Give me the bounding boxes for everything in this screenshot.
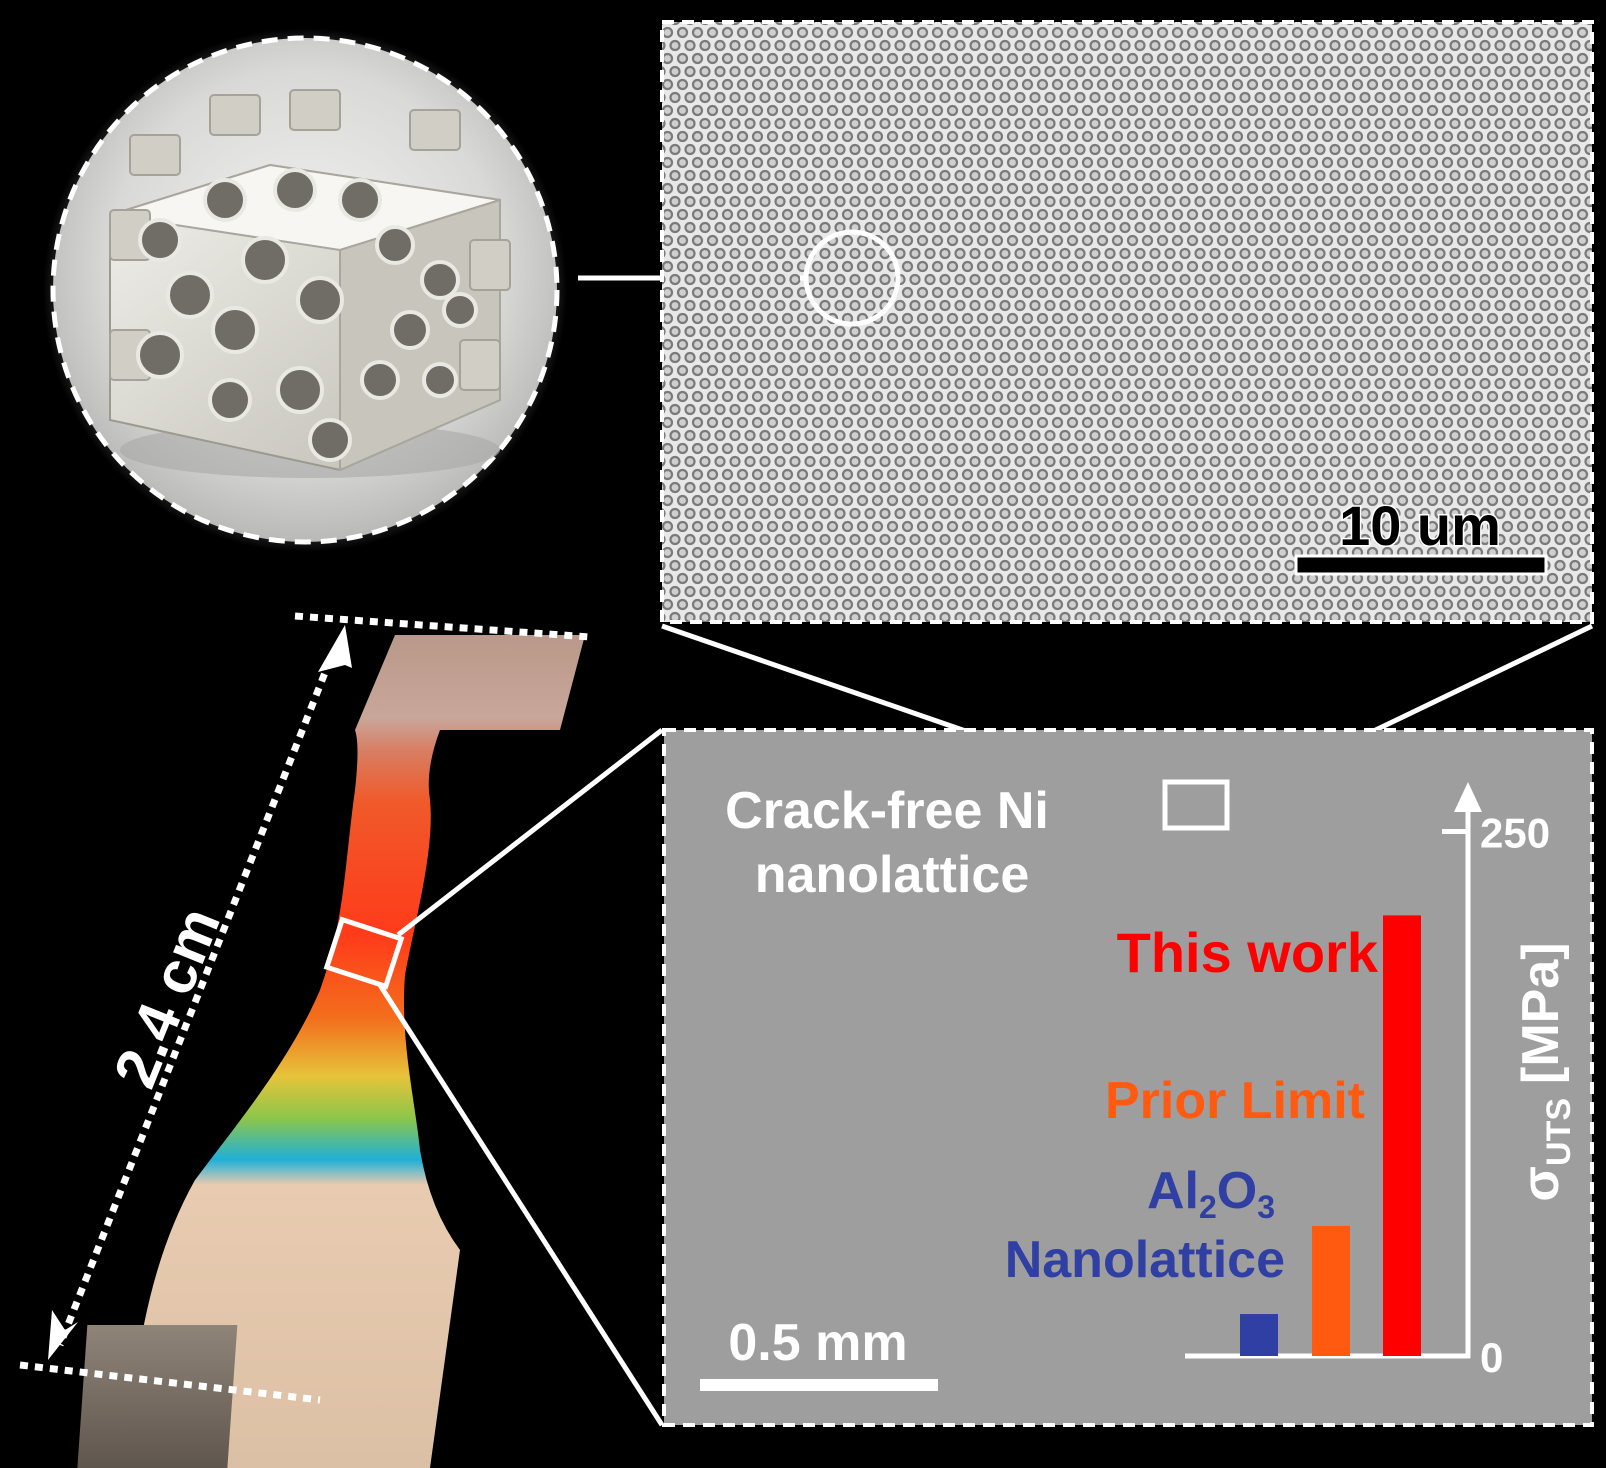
arrow-down-icon — [48, 1310, 78, 1360]
bar-al2o3-nanolattice — [1240, 1314, 1278, 1356]
y-axis-unit: [MPa] — [1512, 942, 1570, 1084]
zoom-panel: Crack-free Ni nanolattice 0.5 mm 0 250 Th… — [662, 728, 1594, 1427]
bar-prior-limit — [1312, 1225, 1350, 1356]
y-axis-symbol: σ — [1512, 1166, 1570, 1202]
sem-location-marker — [1162, 779, 1230, 831]
unit-cell-inset — [43, 28, 567, 552]
zoom-region-marker — [323, 916, 405, 990]
sem-micrograph: 10 um — [660, 20, 1594, 624]
arrow-up-icon — [318, 625, 352, 672]
y-axis-title: σUTS [MPa] — [1512, 942, 1578, 1201]
label-al2o3: Al2O3 — [1147, 1162, 1275, 1225]
tensile-specimen: 2.4 cm — [19, 612, 591, 1468]
bar-this-work — [1383, 915, 1421, 1356]
length-label: 2.4 cm — [101, 898, 233, 1096]
y-tick-label-0: 0 — [1480, 1334, 1503, 1381]
sem-scale-bar: 10 um — [1294, 493, 1548, 576]
label-al2o3-line2: Nanolattice — [1005, 1231, 1285, 1289]
gyroid-lattice-cube-icon — [109, 89, 511, 478]
connector-specimen-to-chart — [377, 728, 665, 1427]
panel-scale-bar: 0.5 mm — [700, 1314, 938, 1391]
svg-text:σUTS[MPa]: σUTS [MPa] — [1512, 942, 1578, 1201]
y-axis-subscript: UTS — [1540, 1098, 1578, 1166]
panel-scale-bar-label: 0.5 mm — [728, 1314, 907, 1372]
panel-title-line2: nanolattice — [755, 846, 1030, 904]
panel-title-line1: Crack-free Ni — [725, 782, 1049, 840]
uts-bar-chart: 0 250 This work Prior Limit Al2O3 Nanolat… — [1005, 782, 1578, 1381]
y-axis-arrow-icon — [1454, 782, 1482, 812]
dogbone-tensile-specimen-icon — [77, 635, 585, 1468]
label-prior-limit: Prior Limit — [1105, 1072, 1365, 1130]
label-this-work: This work — [1117, 921, 1379, 984]
sem-scale-bar-label: 10 um — [1339, 494, 1501, 557]
y-tick-label-250: 250 — [1480, 809, 1550, 856]
